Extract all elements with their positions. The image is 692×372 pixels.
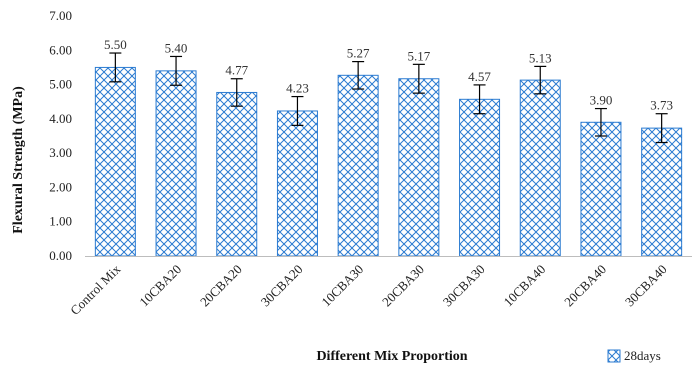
y-tick-label: 7.00 xyxy=(49,8,72,23)
x-tick-label: 30CBA40 xyxy=(622,262,670,310)
y-tick-label: 4.00 xyxy=(49,111,72,126)
error-bar xyxy=(352,60,365,90)
error-bar xyxy=(473,84,486,115)
x-tick-label: 10CBA40 xyxy=(500,262,548,310)
bars xyxy=(94,66,683,257)
bar xyxy=(459,98,501,257)
y-tick-label: 0.00 xyxy=(49,248,72,263)
x-axis-title: Different Mix Proportion xyxy=(316,349,467,364)
bar xyxy=(276,110,318,257)
x-tick-label: Control Mix xyxy=(67,261,124,318)
data-label: 4.23 xyxy=(286,81,309,96)
error-bar xyxy=(109,52,122,83)
data-label: 4.77 xyxy=(225,63,248,78)
data-label: 5.13 xyxy=(529,50,552,65)
x-tick-label: 10CBA30 xyxy=(318,262,366,310)
y-tick-label: 5.00 xyxy=(49,77,72,92)
data-label: 4.57 xyxy=(468,69,491,84)
error-bar xyxy=(230,78,243,107)
error-bar xyxy=(412,63,425,94)
x-tick-label: 20CBA30 xyxy=(379,262,427,310)
legend-swatch xyxy=(607,349,621,363)
error-bar xyxy=(291,95,304,126)
error-bar xyxy=(170,55,183,86)
bar xyxy=(398,78,440,257)
x-tick-label: 30CBA30 xyxy=(440,262,488,310)
data-label: 5.27 xyxy=(347,46,370,61)
y-axis-title: Flexural Strength (MPa) xyxy=(11,86,26,234)
bar xyxy=(641,127,683,257)
error-bar xyxy=(655,113,668,144)
x-axis-ticks: Control Mix 10CBA20 20CBA20 30CBA20 10CBA30 2… xyxy=(67,261,670,318)
x-tick-label: 30CBA20 xyxy=(258,262,306,310)
bar xyxy=(155,70,197,257)
x-tick-label: 20CBA40 xyxy=(561,262,609,310)
data-label: 5.40 xyxy=(165,40,188,55)
data-labels: 5.50 5.40 4.77 4.23 5.27 5.17 4.57 5.13 3.90 3.73 xyxy=(104,37,673,113)
data-label: 5.17 xyxy=(407,48,430,63)
y-tick-label: 6.00 xyxy=(49,42,72,57)
error-bar xyxy=(534,65,547,95)
data-label: 3.90 xyxy=(590,93,613,108)
x-tick-label: 10CBA20 xyxy=(136,262,184,310)
legend: 28days xyxy=(607,348,661,363)
x-tick-label: 20CBA20 xyxy=(197,262,245,310)
y-axis-ticks: 0.00 1.00 2.00 3.00 4.00 5.00 6.00 7.00 xyxy=(49,8,72,263)
bar xyxy=(94,66,136,257)
y-tick-label: 2.00 xyxy=(49,179,72,194)
bar xyxy=(216,91,258,257)
legend-label: 28days xyxy=(624,348,661,363)
y-tick-label: 1.00 xyxy=(49,214,72,229)
data-label: 3.73 xyxy=(650,98,673,113)
data-label: 5.50 xyxy=(104,37,127,52)
error-bar xyxy=(594,107,607,137)
error-bars xyxy=(109,52,668,144)
bar xyxy=(580,121,622,257)
y-tick-label: 3.00 xyxy=(49,145,72,160)
bar xyxy=(519,79,561,257)
bar xyxy=(337,74,379,257)
